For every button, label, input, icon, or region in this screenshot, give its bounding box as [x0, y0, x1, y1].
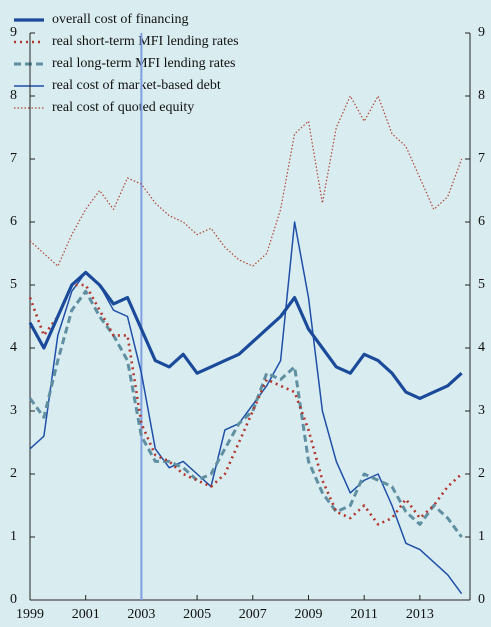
y-tick-label: 3 — [10, 403, 17, 418]
y-tick-label: 0 — [10, 592, 17, 607]
y2-tick-label: 8 — [478, 88, 485, 103]
x-tick-label: 2011 — [350, 607, 377, 622]
legend-label: real short-term MFI lending rates — [52, 34, 239, 49]
legend-label: real long-term MFI lending rates — [52, 56, 236, 71]
y2-tick-label: 7 — [478, 151, 485, 166]
x-tick-label: 1999 — [16, 607, 44, 622]
y-tick-label: 1 — [10, 529, 17, 544]
x-tick-label: 2003 — [127, 607, 155, 622]
y2-tick-label: 9 — [478, 25, 485, 40]
y2-tick-label: 2 — [478, 466, 485, 481]
legend-label: real cost of quoted equity — [52, 100, 194, 115]
y-tick-label: 7 — [10, 151, 17, 166]
x-tick-label: 2001 — [72, 607, 100, 622]
y-tick-label: 6 — [10, 214, 17, 229]
y2-tick-label: 3 — [478, 403, 485, 418]
x-tick-label: 2007 — [239, 607, 267, 622]
series-line — [28, 289, 463, 538]
x-tick-label: 2009 — [294, 607, 322, 622]
y-tick-label: 8 — [10, 88, 17, 103]
y-tick-label: 9 — [10, 25, 17, 40]
y2-tick-label: 5 — [478, 277, 485, 292]
x-tick-label: 2005 — [183, 607, 211, 622]
series-line — [28, 283, 463, 526]
y2-tick-label: 4 — [478, 340, 485, 355]
y2-tick-label: 6 — [478, 214, 485, 229]
x-tick-label: 2013 — [406, 607, 434, 622]
series-line — [28, 270, 463, 400]
y-tick-label: 5 — [10, 277, 17, 292]
y2-tick-label: 0 — [478, 592, 485, 607]
legend-label: real cost of market-based debt — [52, 78, 221, 93]
y-tick-label: 4 — [10, 340, 17, 355]
legend-label: overall cost of financing — [52, 12, 188, 27]
y2-tick-label: 1 — [478, 529, 485, 544]
y-tick-label: 2 — [10, 466, 17, 481]
